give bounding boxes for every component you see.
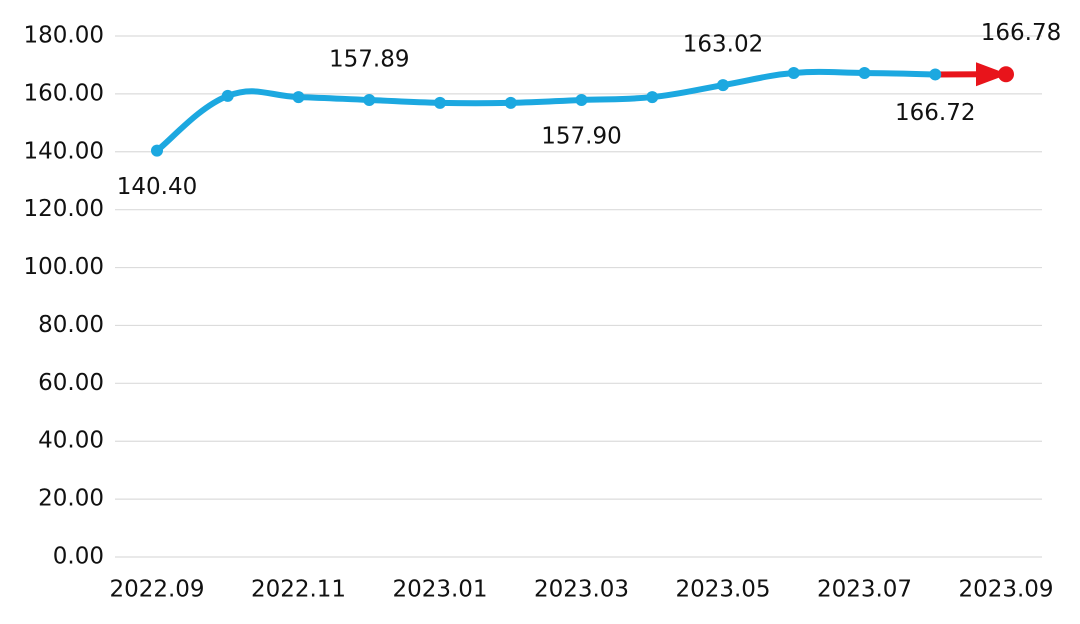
y-tick-label: 60.00	[38, 370, 104, 396]
x-tick-label: 2023.09	[958, 577, 1053, 603]
value-label: 157.89	[329, 46, 409, 72]
y-tick-label: 120.00	[24, 196, 104, 222]
point	[434, 96, 446, 109]
value-label: 163.02	[683, 32, 763, 58]
y-tick-label: 180.00	[24, 23, 104, 49]
x-tick-label: 2022.11	[251, 577, 346, 603]
point	[929, 68, 942, 81]
x-tick-label: 2023.03	[534, 577, 629, 603]
value-label: 140.40	[117, 174, 197, 200]
y-tick-label: 0.00	[53, 544, 104, 570]
point	[717, 79, 729, 92]
highlight-point	[998, 66, 1014, 83]
point	[504, 96, 517, 109]
y-tick-label: 160.00	[24, 80, 104, 106]
point	[363, 93, 376, 106]
y-tick-label: 80.00	[38, 312, 104, 338]
point	[575, 93, 588, 106]
x-tick-label: 2022.09	[109, 577, 204, 603]
point	[858, 67, 871, 80]
x-tick-label: 2023.01	[392, 577, 487, 603]
y-tick-label: 20.00	[38, 486, 104, 512]
x-tick-label: 2023.07	[817, 577, 912, 603]
point	[151, 144, 163, 157]
value-label: 157.90	[541, 123, 621, 149]
point	[292, 91, 305, 104]
value-label: 166.72	[895, 100, 975, 126]
x-tick-label: 2023.05	[675, 577, 770, 603]
y-tick-label: 100.00	[24, 254, 104, 280]
point	[646, 91, 659, 104]
point	[221, 89, 234, 102]
point	[787, 67, 800, 80]
value-label: 166.78	[981, 20, 1061, 46]
y-tick-label: 140.00	[24, 138, 104, 164]
y-tick-label: 40.00	[38, 428, 104, 454]
series-line	[154, 68, 939, 154]
highlight-arrow	[976, 62, 1008, 87]
